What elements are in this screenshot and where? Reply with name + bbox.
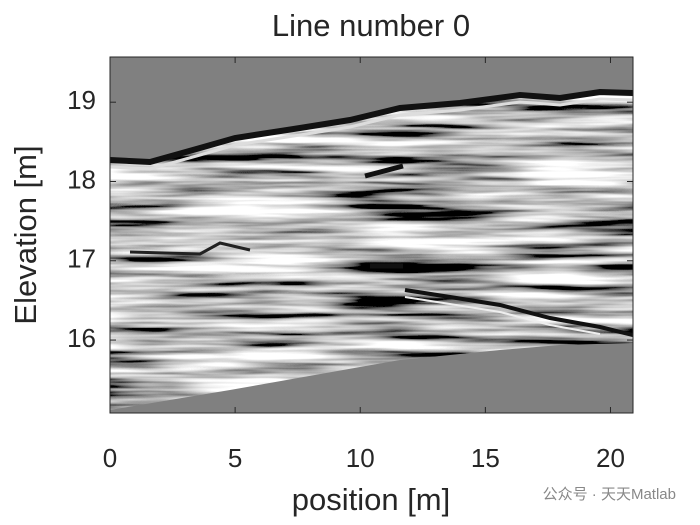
y-tick-label: 18 xyxy=(67,164,96,194)
x-tick-label: 5 xyxy=(228,443,242,473)
radargram xyxy=(110,57,633,413)
axes-box xyxy=(109,56,634,414)
y-axis-label: Elevation [m] xyxy=(8,145,43,324)
x-axis-label: position [m] xyxy=(292,482,451,517)
chart-title: Line number 0 xyxy=(272,8,470,43)
axes: 0 5 10 15 20 16 17 18 19 xyxy=(67,57,633,473)
watermark: 公众号 · 天天Matlab xyxy=(543,486,676,503)
x-tick-label: 15 xyxy=(471,443,500,473)
y-tick-label: 16 xyxy=(67,323,96,353)
y-tick-label: 19 xyxy=(67,85,96,115)
x-tick-label: 10 xyxy=(346,443,375,473)
y-tick-label: 17 xyxy=(67,244,96,274)
x-tick-label: 0 xyxy=(103,443,117,473)
x-tick-label: 20 xyxy=(596,443,625,473)
